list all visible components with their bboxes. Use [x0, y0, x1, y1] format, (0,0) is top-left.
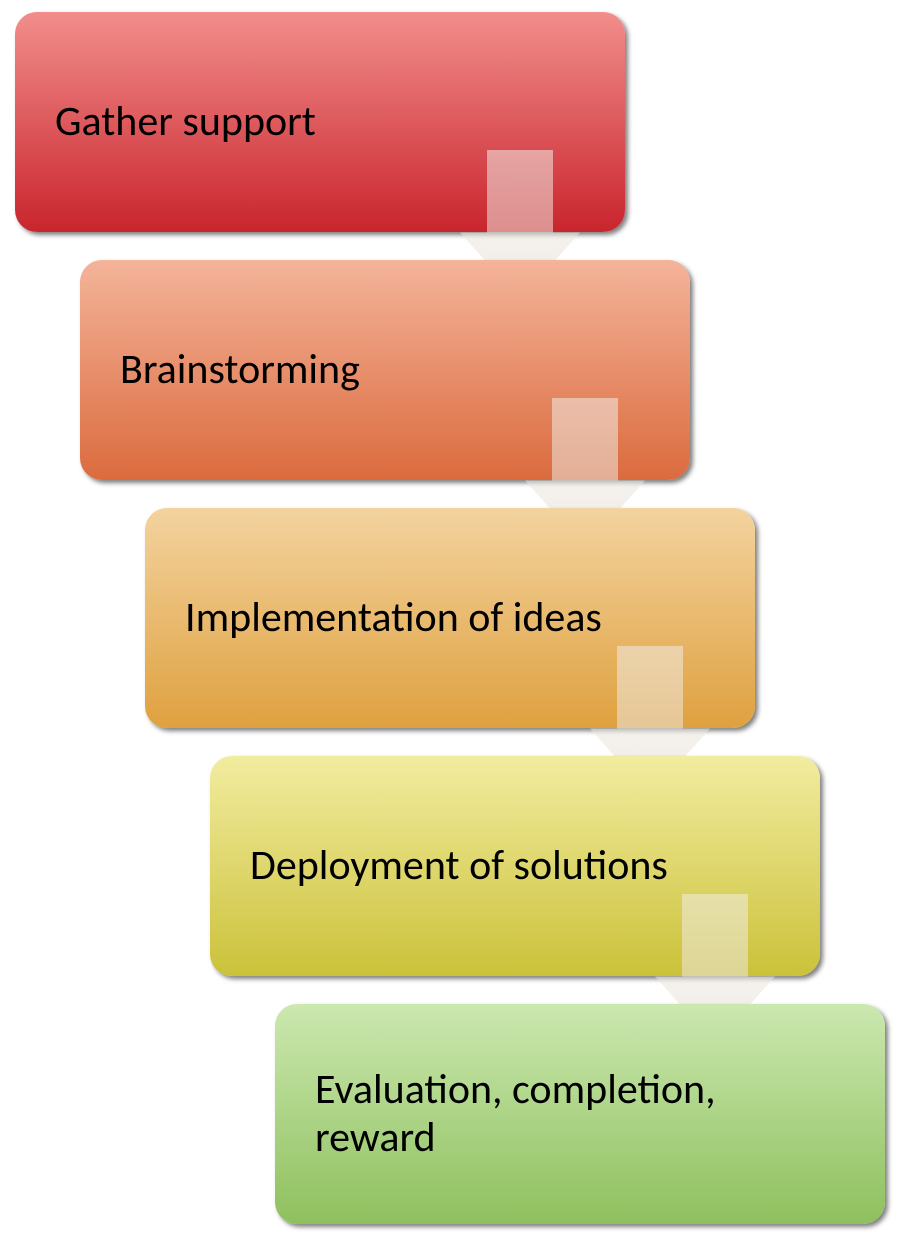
process-step-3: Implementation of ideas [145, 508, 755, 728]
process-step-label: Evaluation, completion, reward [275, 1066, 885, 1163]
process-step-label: Implementation of ideas [145, 594, 722, 642]
process-flowchart: Gather support Brainstorming Implementatio… [0, 0, 916, 1253]
process-step-1: Gather support [15, 12, 625, 232]
process-step-4: Deployment of solutions [210, 756, 820, 976]
process-step-label: Brainstorming [80, 346, 480, 394]
process-step-5: Evaluation, completion, reward [275, 1004, 885, 1224]
process-step-label: Deployment of solutions [210, 842, 788, 890]
process-step-label: Gather support [15, 98, 436, 146]
process-step-2: Brainstorming [80, 260, 690, 480]
